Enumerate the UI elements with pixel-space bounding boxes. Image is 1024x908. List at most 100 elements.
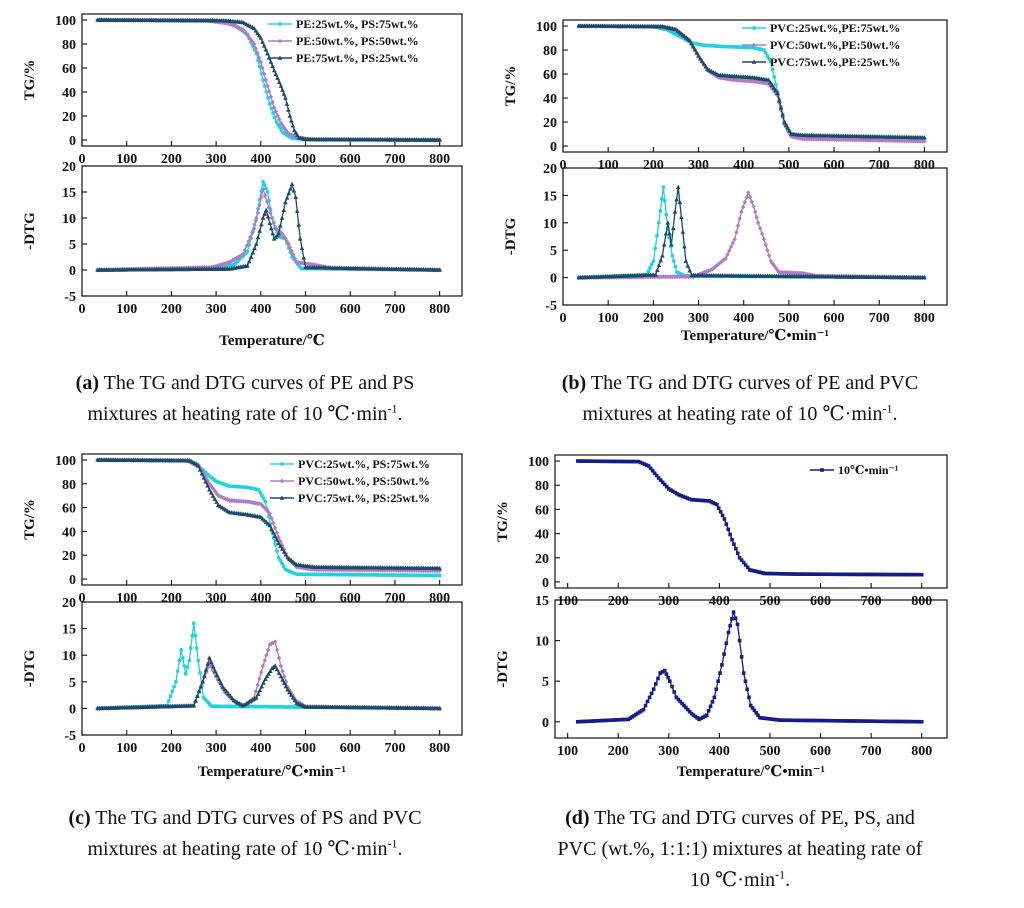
chart-b-top-series-1-point [788,134,794,139]
chart-b-bottom-series-1-point [709,266,715,272]
chart-b-bottom-series-2-point [667,231,672,236]
chart-d-bottom-series-0-point [790,718,795,723]
chart-b-bottom-series-1-point [749,199,755,205]
chart-d-bottom-series-0 [575,609,924,724]
chart-d-bottom-series-0-point [875,719,879,724]
caption-d: (d) The TG and DTG curves of PE, PS, and… [490,803,990,896]
chart-c-bottom-series-2-point [280,677,285,682]
chart-d-top-series-0-point [753,569,758,574]
chart-a-bottom-series-2-point [263,207,269,212]
chart-b-bottom-ytick-label: 15 [543,189,557,204]
chart-d-top-series-0-point [895,572,900,577]
chart-b-bottom-xtick-label: 400 [733,311,754,326]
chart-c-top-ylabel: TG/% [22,499,38,540]
chart-d-top-ytick-label: 100 [528,455,549,470]
chart-d-top-series-0-point [691,498,696,502]
chart-d-top-series-0-point [582,459,586,463]
chart-d-bottom-series-0-point [843,719,847,723]
chart-d-bottom-series-0-point [812,718,817,723]
chart-b-top-series-0-point [765,54,770,58]
chart-d-top-series-0-point [865,572,870,577]
chart-a-top-series-2-point [286,107,291,112]
chart-b-bottom-ytick-label: 5 [550,244,557,259]
chart-d-bottom-xtick-label: 600 [810,744,831,759]
chart-a-top-series-1-point [268,94,274,100]
chart-b-top-series-2-point [922,135,927,140]
chart-d-bottom-xtick-label: 800 [911,744,932,759]
chart-d-bottom-axes: 0 5 10 15 100 200 300 400 500 600 700 800 -DTG [495,594,948,759]
chart-c-top-series-0-point [260,493,264,498]
chart-a-top-series-0-point [267,102,272,106]
chart-d-top-series-0-point [622,459,627,464]
chart-a-top-series-2-point [287,113,293,118]
chart-d-bottom-series-0-point [628,716,633,720]
chart-b-bottom-series-2-point [669,242,674,247]
chart-b-bottom-xtick-label: 800 [914,311,935,326]
chart-d-top-series-0-point [730,537,734,542]
caption-c: (c) The TG and DTG curves of PS and PVC … [10,803,480,865]
chart-a-top-series-2-point [437,137,442,142]
chart-d-top-series-0-point [863,572,868,577]
chart-b-top-series-0-point [770,67,775,72]
caption-d-sup: -1 [775,867,786,882]
chart-c-top-ytick-label: 20 [62,549,76,564]
chart-a-bottom-xtick-label: 0 [79,302,86,317]
chart-d-top-xtick-label: 600 [810,594,831,609]
chart-d-bottom-series-0-point [879,719,884,724]
chart-d-top-series-0-point [809,572,814,576]
chart-a-top-ytick-label: 80 [62,38,76,53]
chart-a-top-series-0-point [261,78,265,82]
chart-a-bottom-ytick-label: 10 [62,212,76,227]
chart-c-bottom-series-0 [95,621,442,711]
chart-b-bottom-series-1-point [732,236,737,242]
chart-d-top-series-0-point [586,459,590,463]
chart-a-top-xtick-label: 300 [206,152,227,167]
chart-b-top-series-0-point [768,60,773,64]
chart-a-bottom-series-1-point [284,239,290,244]
chart-a-top-ytick-label: 60 [62,62,76,77]
chart-b-top-series-1-point [769,86,775,91]
chart-d-bottom-series-0-point [834,718,839,723]
chart-d-bottom-series-0-point [590,719,594,723]
chart-d-top-series-0-point [656,476,661,480]
chart-b-bottom-series-0-point [659,197,664,201]
chart-d-top-series-0-point [634,459,639,464]
chart-d-bottom-series-0-point [847,719,851,723]
chart-d-top-series-0-line [577,460,922,576]
chart-d-bottom-series-0-point [639,709,644,713]
chart-d-top-series-0-point [711,500,715,505]
chart-a-top-series-2-point [276,79,282,84]
chart-d-bottom-series-0-point [626,717,631,722]
chart-d-bottom-series-0-point [818,718,823,723]
chart-d-top-series-0-point [897,572,902,577]
chart-c-bottom-series-1-point [280,668,285,674]
chart-d-top-xtick-label: 700 [861,594,882,609]
chart-d-bottom-series-0-point [680,701,684,706]
chart-b-bottom-xtick-label: 200 [643,311,664,326]
chart-c-top-series-2-point [212,496,218,501]
chart-d-top-xtick-label: 800 [911,594,932,609]
chart-c-top-series-1-point [272,525,278,531]
chart-a-bottom-series-1-point [250,230,255,236]
chart-b-bottom-series-2 [576,184,927,280]
chart-d-top-series-0-point [775,571,779,576]
chart-d-top-series-0-point [777,571,781,576]
chart-c-bottom-series-2-point [198,684,204,689]
chart-c-top-ytick-label: 0 [69,573,76,588]
chart-a-bottom-ytick-label: 20 [62,160,76,175]
chart-b-top-series-1-point [794,135,799,140]
chart-d-top-series-0-point [869,572,874,577]
chart-d-top-series-0-point [751,568,756,573]
chart-b-legend-label: PVC:25wt.%,PE:75wt.% [770,21,900,35]
chart-d-top-series-0-point [600,459,604,464]
chart-a-top-xtick-label: 800 [429,152,450,167]
chart-c-bottom-series-0-point [191,621,196,626]
chart-c-bottom-series-2-point [281,680,287,685]
caption-d-letter: (d) [565,807,590,829]
chart-c-legend-label: PVC:75wt.%, PS:25wt.% [298,491,430,505]
chart-c-bottom-series-2-point [218,680,224,685]
chart-d-top-series-0-point [815,572,820,577]
chart-d-bottom-series-0-point [743,679,748,683]
chart-d-bottom-series-0-point [871,719,875,724]
